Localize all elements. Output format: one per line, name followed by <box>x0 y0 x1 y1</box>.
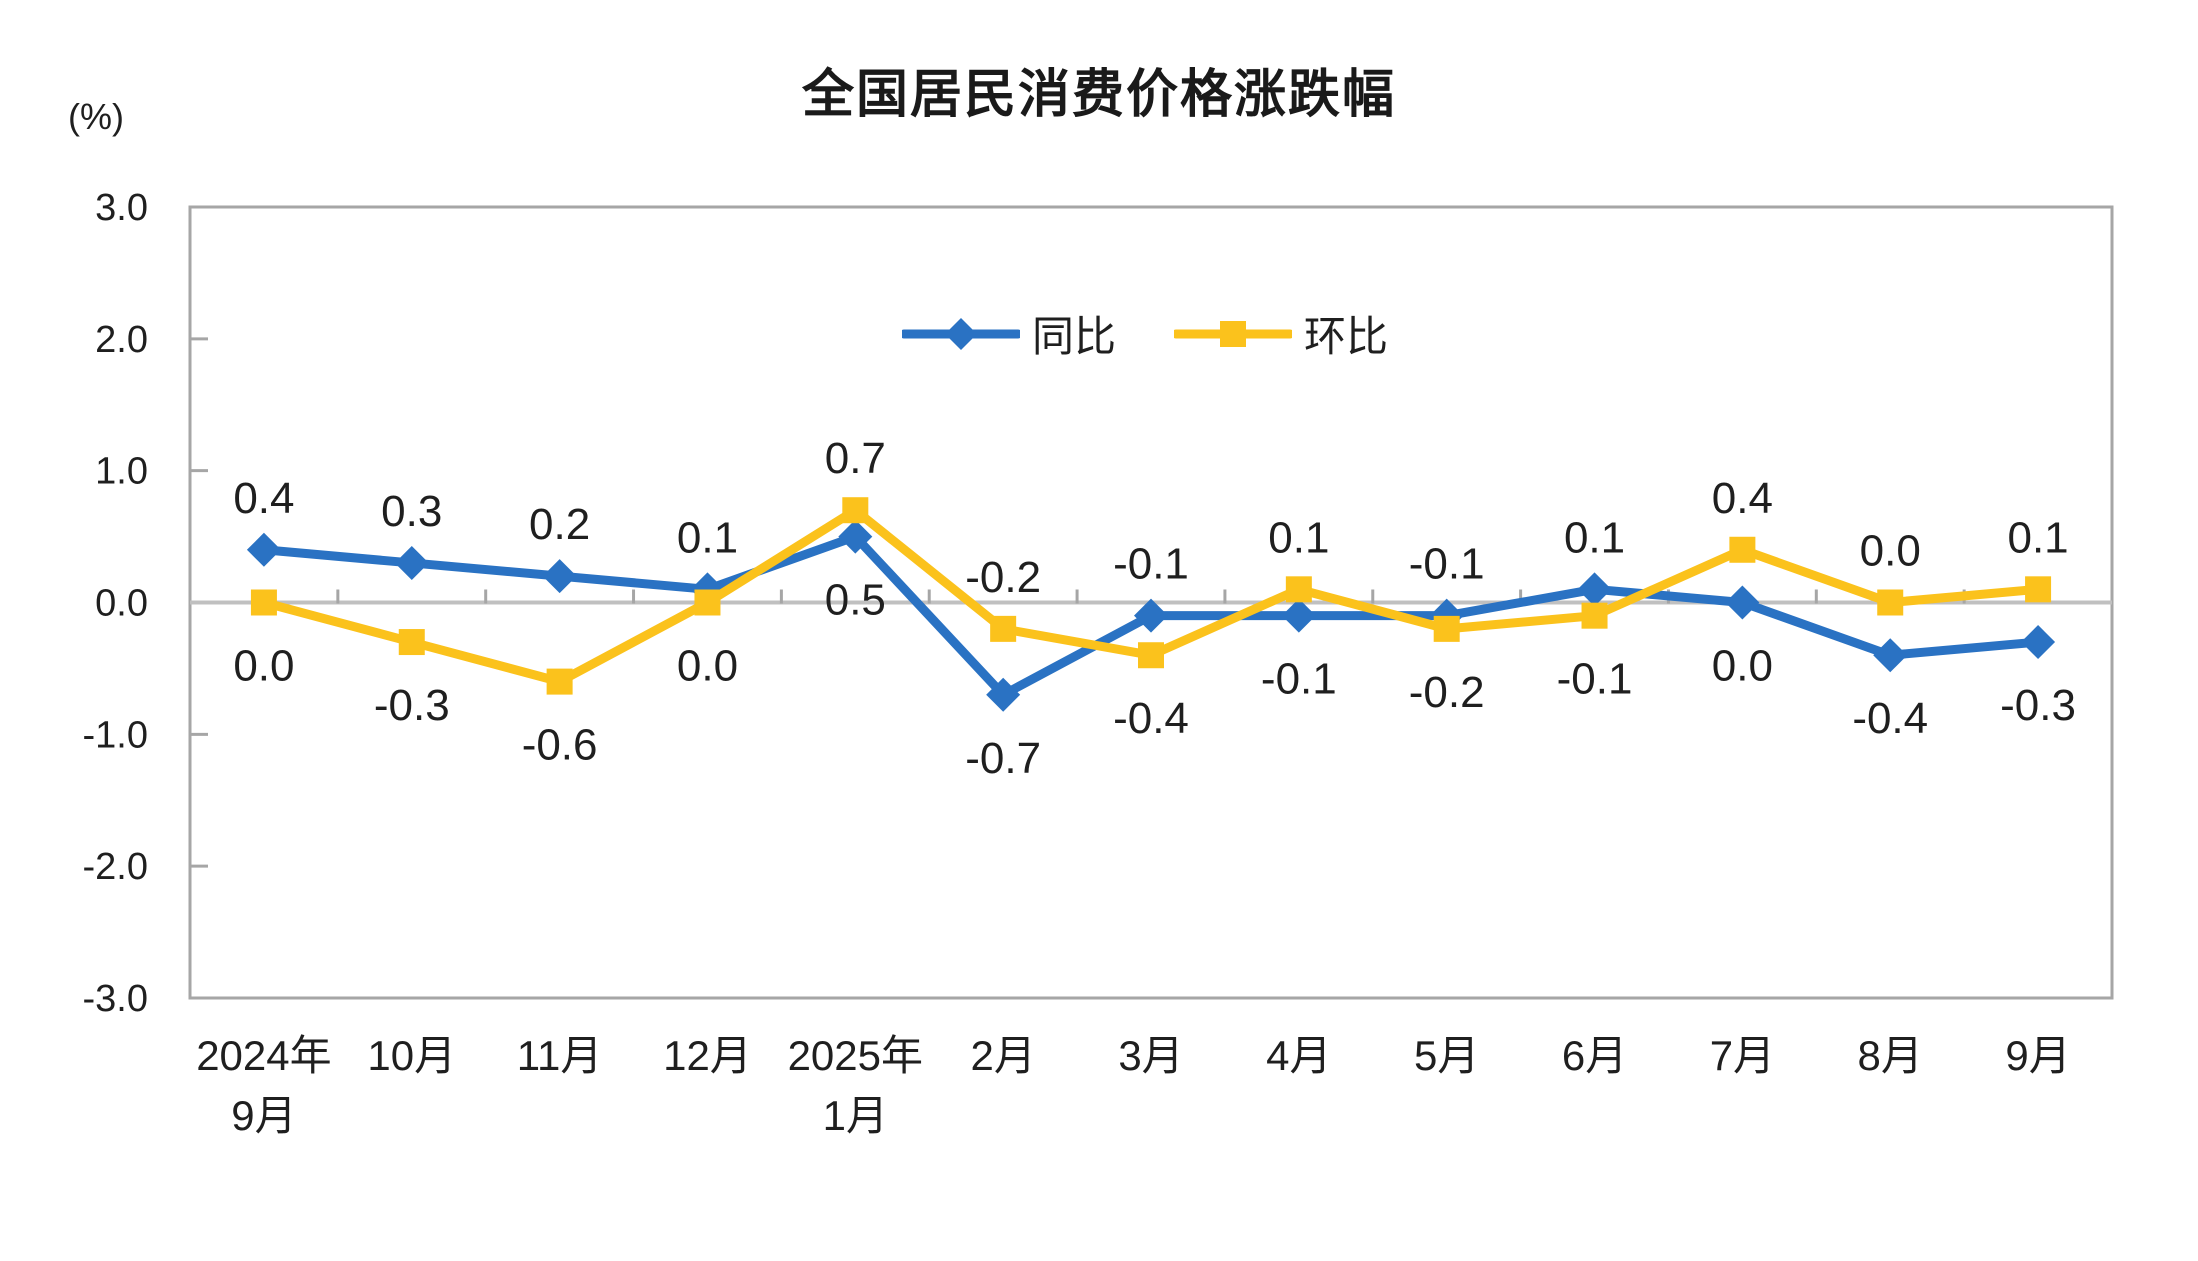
data-point-marker-diamond <box>1577 572 1612 607</box>
diamond-line-legend-icon <box>902 317 1020 350</box>
data-label: -0.1 <box>1113 540 1189 589</box>
data-label: -0.2 <box>965 553 1041 602</box>
legend-label: 同比 <box>1032 313 1117 360</box>
data-label: 0.4 <box>1712 474 1773 523</box>
data-point-marker-square <box>2025 576 2052 603</box>
data-label: -0.1 <box>1261 655 1337 704</box>
data-label: -0.1 <box>1557 655 1633 704</box>
y-axis: 3.0 2.0 1.0 0.0 -1.0 -2.0 -3.0 <box>83 187 208 1020</box>
y-axis-tick-label: -3.0 <box>83 978 148 1020</box>
x-axis-label: 2025年 <box>788 1032 923 1079</box>
data-point-marker-diamond <box>986 677 1021 712</box>
chart-title: 全国居民消费价格涨跌幅 <box>801 66 1396 124</box>
data-point-marker-diamond <box>246 532 281 567</box>
x-axis-label: 6月 <box>1562 1032 1627 1079</box>
data-label: 0.2 <box>529 500 590 549</box>
x-axis-label: 3月 <box>1118 1032 1183 1079</box>
x-axis-label: 10月 <box>367 1032 456 1079</box>
series-mom: 0.0 -0.3 -0.6 0.0 0.7 -0.2 -0.4 0.1 -0.2 -0.1 0.4 0… <box>233 434 2068 769</box>
data-point-marker-square <box>990 615 1017 642</box>
data-label: 0.3 <box>381 487 442 536</box>
x-axis-label: 9月 <box>231 1092 296 1139</box>
data-point-marker-square <box>694 589 721 616</box>
data-label: 0.1 <box>1268 513 1329 562</box>
data-point-marker-diamond <box>1134 598 1168 633</box>
x-axis-label: 2月 <box>970 1032 1035 1079</box>
data-label: 0.5 <box>825 576 886 625</box>
data-label: -0.4 <box>1852 694 1928 743</box>
legend-label: 环比 <box>1304 313 1389 360</box>
legend: 同比 环比 <box>902 303 1388 364</box>
data-point-marker-square <box>398 629 425 656</box>
data-point-marker-diamond <box>1873 638 1908 673</box>
data-label: -0.7 <box>965 734 1041 783</box>
data-point-marker-square <box>546 668 573 695</box>
data-point-marker-diamond <box>1281 598 1316 633</box>
x-axis-label: 5月 <box>1414 1032 1479 1079</box>
data-point-marker-square <box>1729 536 1756 563</box>
data-point-marker-diamond <box>394 545 429 580</box>
x-axis-label: 2024年 <box>196 1032 331 1079</box>
data-point-marker-square <box>842 497 869 524</box>
x-axis-labels: 2024年 9月 10月 11月 12月 2025年 1月 2月 3月 4月 5月 6月 7月 8月 9月 <box>196 1032 2071 1139</box>
data-label: -0.3 <box>2000 681 2076 730</box>
x-axis-label: 1月 <box>823 1092 888 1139</box>
data-label: -0.4 <box>1113 694 1189 743</box>
data-label: 0.4 <box>233 474 294 523</box>
x-axis-label: 9月 <box>2005 1032 2070 1079</box>
x-axis-label: 4月 <box>1266 1032 1331 1079</box>
data-label: 0.1 <box>2007 513 2068 562</box>
data-label: 0.1 <box>1564 513 1625 562</box>
y-axis-tick-label: 1.0 <box>95 451 148 493</box>
data-label: -0.6 <box>522 721 598 770</box>
data-label: 0.7 <box>825 434 886 483</box>
data-point-marker-square <box>1877 589 1904 616</box>
data-point-marker-diamond <box>542 559 577 594</box>
data-label: -0.3 <box>374 681 450 730</box>
data-point-marker-diamond <box>1725 585 1760 620</box>
y-axis-tick-label: 3.0 <box>95 187 148 229</box>
data-point-marker-square <box>1138 642 1164 669</box>
data-label: 0.0 <box>677 642 738 691</box>
x-axis-label: 11月 <box>517 1032 603 1079</box>
data-label: 0.0 <box>233 642 294 691</box>
data-label: 0.1 <box>677 513 738 562</box>
data-point-marker-square <box>1581 602 1608 629</box>
y-axis-unit-label: (%) <box>68 96 124 137</box>
y-axis-tick-label: -1.0 <box>83 714 148 756</box>
x-axis-label: 8月 <box>1858 1032 1923 1079</box>
legend-item-mom: 环比 <box>1174 303 1388 364</box>
data-label: -0.2 <box>1409 668 1485 717</box>
data-point-marker-square <box>1433 615 1460 642</box>
data-point-marker-square <box>250 589 277 616</box>
x-axis-label: 12月 <box>663 1032 752 1079</box>
data-point-marker-square <box>1285 576 1312 603</box>
data-point-marker-diamond <box>2021 625 2056 660</box>
square-line-legend-icon <box>1174 320 1293 347</box>
data-label: -0.1 <box>1409 540 1485 589</box>
y-axis-tick-label: -2.0 <box>83 846 148 888</box>
series-yoy: 0.4 0.3 0.2 0.1 0.5 -0.7 -0.1 -0.1 -0.1 0.1 0.0 -0.… <box>233 474 2076 783</box>
y-axis-tick-label: 2.0 <box>95 319 148 361</box>
x-axis-label: 7月 <box>1710 1032 1775 1079</box>
data-label: 0.0 <box>1712 642 1773 691</box>
y-axis-tick-label: 0.0 <box>95 583 148 625</box>
data-label: 0.0 <box>1860 527 1921 576</box>
legend-item-yoy: 同比 <box>902 303 1116 364</box>
data-point-marker-diamond <box>838 519 873 554</box>
